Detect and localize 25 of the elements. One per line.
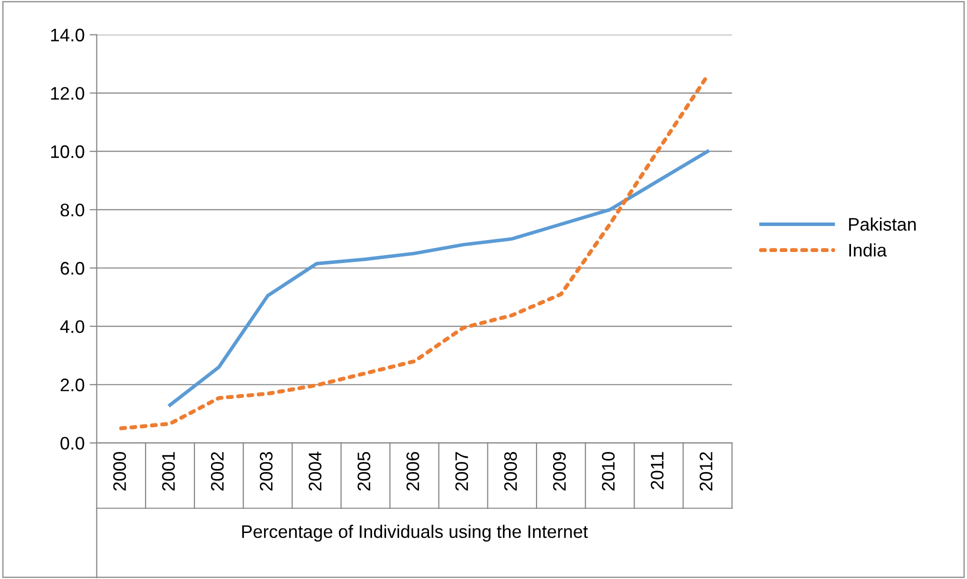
legend-label: India — [849, 243, 887, 257]
y-tick-label: 14.0 — [51, 28, 84, 42]
x-tick-label: 2012 — [700, 452, 712, 491]
y-tick-label: 12.0 — [51, 86, 84, 100]
x-tick-label: 2007 — [455, 452, 468, 491]
x-tick-label: 2008 — [504, 452, 517, 491]
line-series — [168, 150, 710, 407]
y-tick-label: 6.0 — [60, 262, 84, 275]
x-tick-label: 2006 — [406, 452, 420, 491]
x-tick-label: 2002 — [210, 452, 224, 491]
x-tick-label: 2001 — [162, 452, 175, 491]
y-tick-label: 2.0 — [60, 378, 84, 392]
y-tick-label: 0.0 — [60, 436, 84, 450]
legend-label: Pakistan — [849, 217, 916, 231]
y-tick-label: 8.0 — [60, 204, 84, 216]
x-tick-label: 2003 — [260, 452, 273, 491]
y-tick-label: 10.0 — [51, 145, 84, 158]
x-tick-label: 2011 — [650, 452, 664, 490]
x-tick-label: 2005 — [358, 452, 370, 491]
x-axis-title: Percentage of Individuals using the Internet — [242, 524, 588, 542]
y-tick-label: 4.0 — [60, 320, 84, 334]
x-tick-label: 2004 — [308, 452, 322, 491]
x-tick-label: 2000 — [113, 452, 126, 491]
x-tick-label: 2010 — [602, 452, 615, 491]
x-tick-label: 2009 — [553, 452, 566, 491]
